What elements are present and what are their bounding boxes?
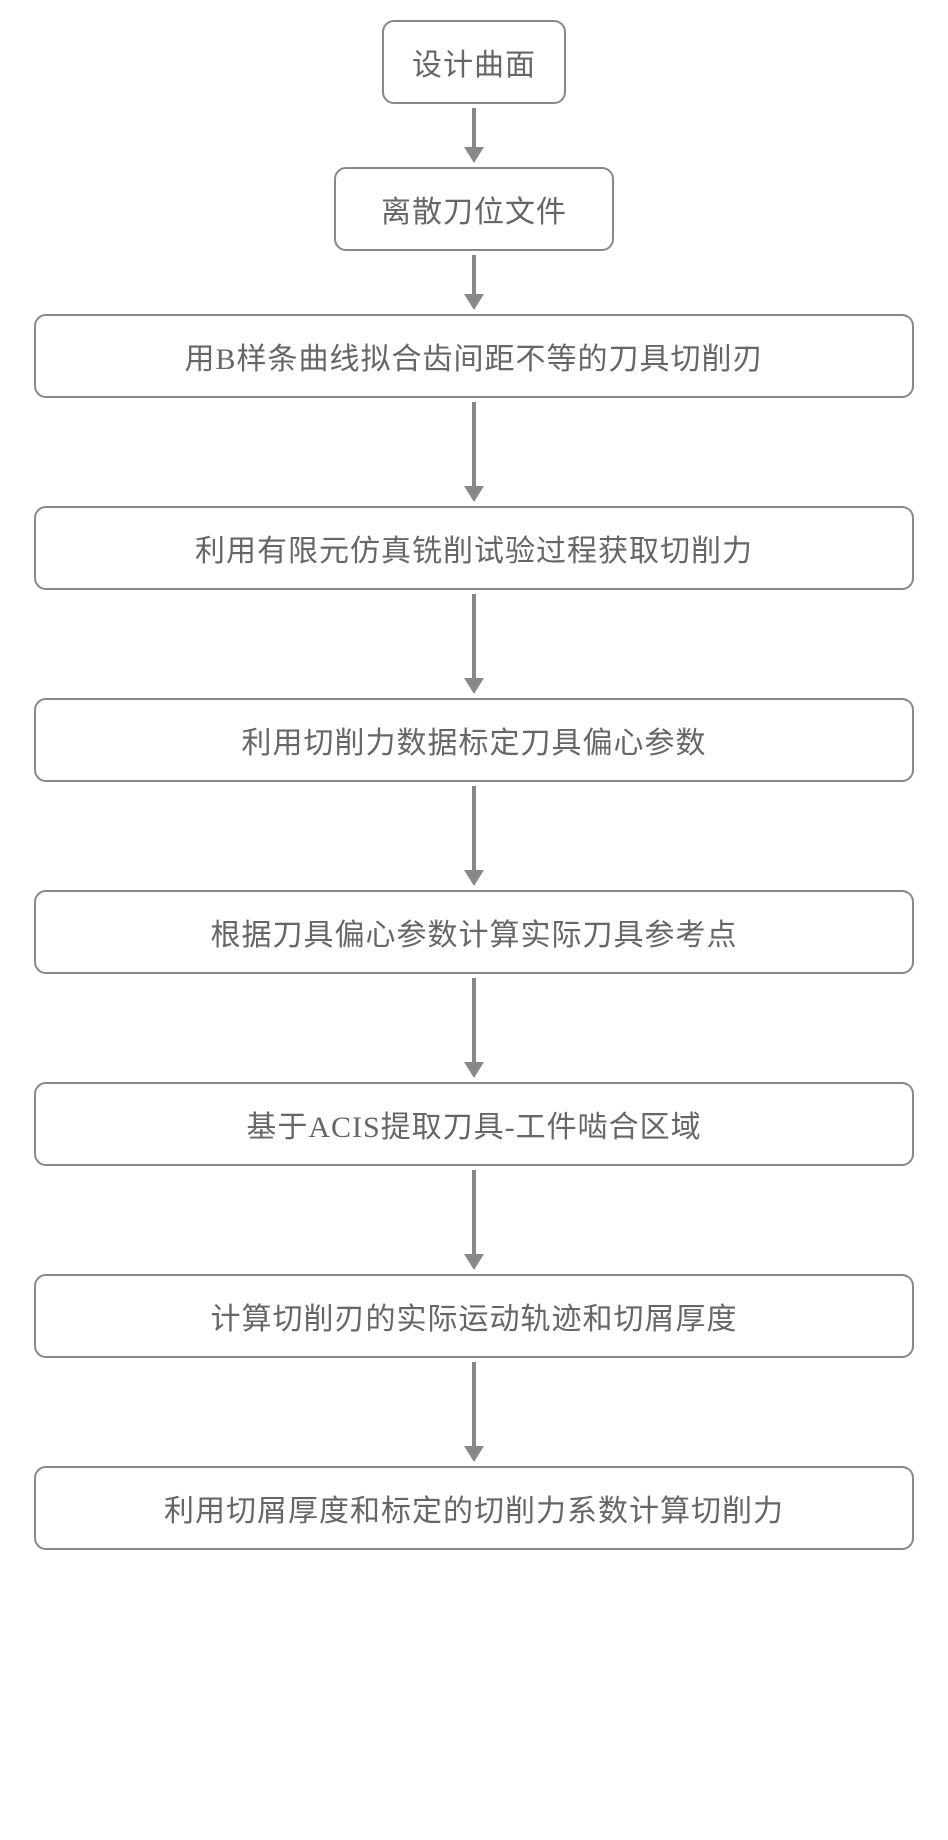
flow-arrow — [464, 594, 484, 694]
node-label: 设计曲面 — [412, 49, 536, 82]
arrow-head-icon — [464, 1062, 484, 1078]
flow-node: 利用切削力数据标定刀具偏心参数 — [34, 698, 914, 782]
node-label: 利用切削力数据标定刀具偏心参数 — [242, 727, 707, 760]
arrow-line — [472, 978, 476, 1063]
flow-arrow — [464, 978, 484, 1078]
node-label: 基于ACIS提取刀具-工件啮合区域 — [246, 1111, 701, 1144]
arrow-head-icon — [464, 294, 484, 310]
arrow-line — [472, 402, 476, 487]
node-label: 用B样条曲线拟合齿间距不等的刀具切削刃 — [184, 343, 763, 376]
flow-node: 利用有限元仿真铣削试验过程获取切削力 — [34, 506, 914, 590]
arrow-line — [472, 108, 476, 148]
node-label: 利用有限元仿真铣削试验过程获取切削力 — [195, 535, 753, 568]
arrow-line — [472, 255, 476, 295]
flow-node: 计算切削刃的实际运动轨迹和切屑厚度 — [34, 1274, 914, 1358]
flow-arrow — [464, 108, 484, 163]
flow-arrow — [464, 1362, 484, 1462]
flow-node: 根据刀具偏心参数计算实际刀具参考点 — [34, 890, 914, 974]
arrow-head-icon — [464, 1446, 484, 1462]
flow-arrow — [464, 1170, 484, 1270]
arrow-head-icon — [464, 1254, 484, 1270]
arrow-line — [472, 1362, 476, 1447]
flow-node: 利用切屑厚度和标定的切削力系数计算切削力 — [34, 1466, 914, 1550]
flow-arrow — [464, 786, 484, 886]
flow-node: 基于ACIS提取刀具-工件啮合区域 — [34, 1082, 914, 1166]
node-label: 离散刀位文件 — [381, 196, 567, 229]
arrow-line — [472, 1170, 476, 1255]
node-label: 计算切削刃的实际运动轨迹和切屑厚度 — [211, 1303, 738, 1336]
arrow-line — [472, 594, 476, 679]
flow-node: 离散刀位文件 — [334, 167, 614, 251]
node-label: 利用切屑厚度和标定的切削力系数计算切削力 — [164, 1495, 784, 1528]
arrow-head-icon — [464, 147, 484, 163]
flow-node: 设计曲面 — [382, 20, 566, 104]
arrow-head-icon — [464, 870, 484, 886]
arrow-head-icon — [464, 486, 484, 502]
flowchart-container: 设计曲面 离散刀位文件 用B样条曲线拟合齿间距不等的刀具切削刃 利用有限元仿真铣… — [24, 20, 924, 1550]
flow-arrow — [464, 402, 484, 502]
flow-node: 用B样条曲线拟合齿间距不等的刀具切削刃 — [34, 314, 914, 398]
flow-arrow — [464, 255, 484, 310]
arrow-head-icon — [464, 678, 484, 694]
node-label: 根据刀具偏心参数计算实际刀具参考点 — [211, 919, 738, 952]
arrow-line — [472, 786, 476, 871]
